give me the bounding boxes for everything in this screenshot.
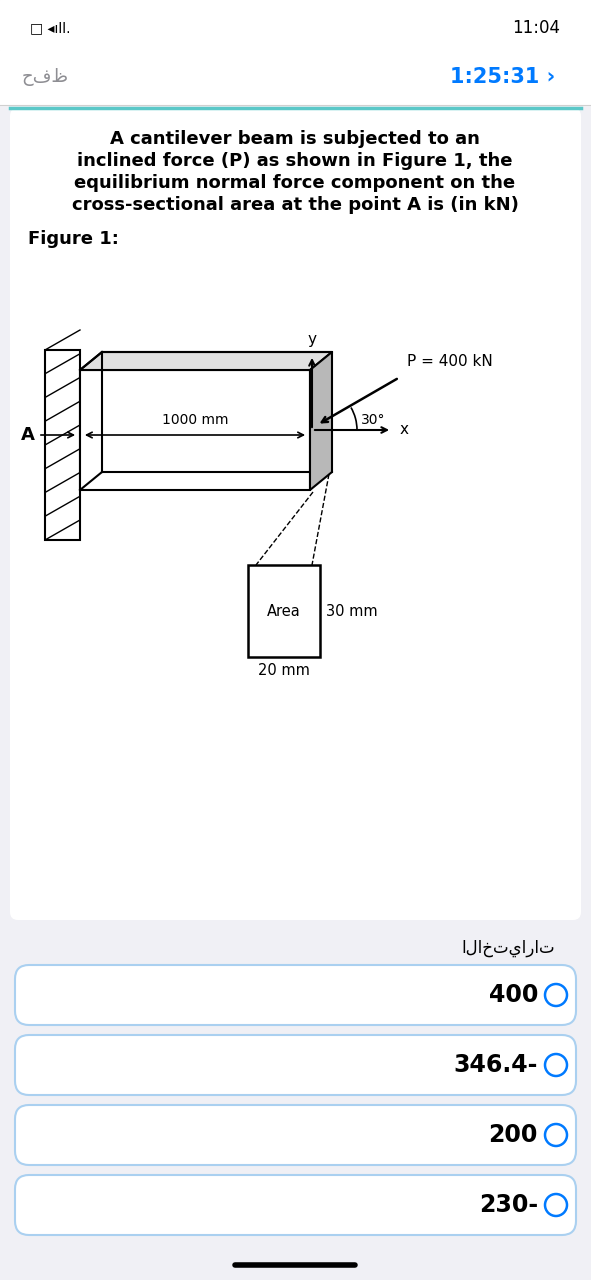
Circle shape [545,1053,567,1076]
Text: 1000 mm: 1000 mm [162,413,228,428]
Bar [0,0,591,50]
FancyBboxPatch shape [15,1175,576,1235]
Text: 400: 400 [489,983,538,1007]
Text: 230-: 230- [479,1193,538,1217]
Polygon shape [80,352,332,370]
Text: حفظ: حفظ [21,68,69,86]
Text: inclined force (P) as shown in Figure 1, the: inclined force (P) as shown in Figure 1,… [77,152,513,170]
FancyBboxPatch shape [15,1105,576,1165]
Bar [45,349,80,540]
FancyBboxPatch shape [10,108,581,920]
Text: y: y [307,332,317,347]
Bar [80,370,310,490]
Circle shape [545,1124,567,1146]
FancyBboxPatch shape [15,1036,576,1094]
Text: 30 mm: 30 mm [326,603,378,618]
Text: A: A [21,426,35,444]
Bar [248,564,320,657]
Text: الاختيارات: الاختيارات [462,940,555,957]
Text: 20 mm: 20 mm [258,663,310,678]
Polygon shape [310,352,332,490]
Circle shape [545,1194,567,1216]
Text: 30°: 30° [361,413,385,428]
Circle shape [545,984,567,1006]
Text: equilibrium normal force component on the: equilibrium normal force component on th… [74,174,515,192]
Text: 11:04: 11:04 [512,19,560,37]
Bar [0,50,591,105]
Text: 346.4-: 346.4- [454,1053,538,1076]
Text: Area: Area [267,603,301,618]
Text: P = 400 kN: P = 400 kN [407,355,493,370]
Text: A cantilever beam is subjected to an: A cantilever beam is subjected to an [110,131,480,148]
Text: cross-sectional area at the point A is (in kN): cross-sectional area at the point A is (… [72,196,518,214]
Text: 1:25:31 ›: 1:25:31 › [450,67,555,87]
Text: x: x [400,422,409,438]
Text: Figure 1:: Figure 1: [28,230,119,248]
Text: 200: 200 [489,1123,538,1147]
Text: □ ◂ıll.: □ ◂ıll. [30,20,70,35]
FancyBboxPatch shape [15,965,576,1025]
